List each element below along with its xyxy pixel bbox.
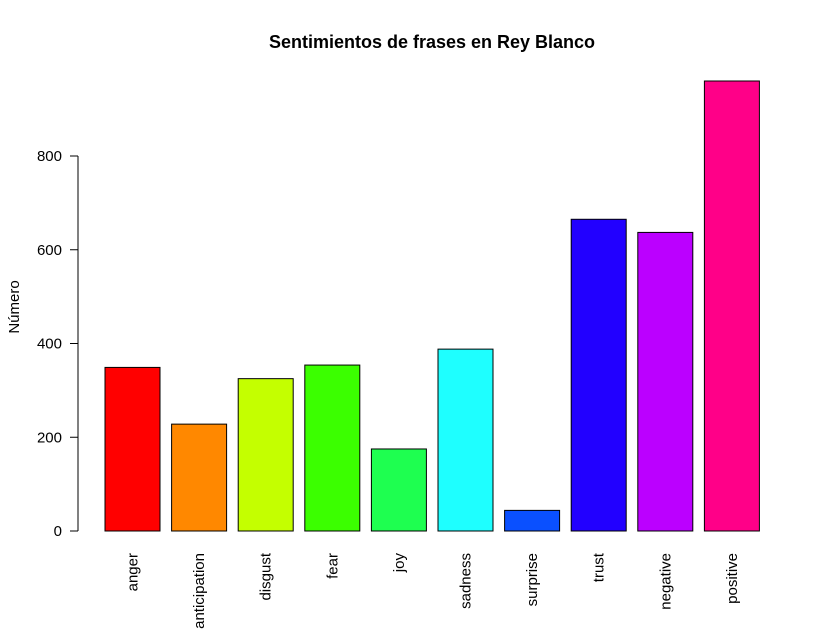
chart-title: Sentimientos de frases en Rey Blanco bbox=[269, 32, 595, 52]
x-category-label: surprise bbox=[524, 553, 541, 606]
x-category-label: joy bbox=[391, 553, 408, 574]
x-category-label: positive bbox=[724, 553, 741, 604]
x-category-label: anticipation bbox=[191, 553, 208, 629]
x-category-label: fear bbox=[324, 553, 341, 579]
x-category-label: disgust bbox=[258, 552, 275, 600]
bar-disgust bbox=[237, 378, 294, 532]
x-category-label: sadness bbox=[458, 553, 475, 609]
bar-sadness bbox=[437, 348, 494, 532]
bar-positive bbox=[703, 80, 760, 532]
x-labels-group: anger anticipation disgust fear joy sadness su… bbox=[125, 552, 741, 629]
x-category-label: negative bbox=[657, 553, 674, 610]
bars-group bbox=[104, 80, 760, 532]
bar-negative bbox=[637, 231, 694, 532]
x-category-label: trust bbox=[591, 552, 608, 582]
y-axis: 0 200 400 600 800 bbox=[37, 148, 79, 540]
bar-fear bbox=[304, 364, 361, 532]
y-tick-label: 800 bbox=[37, 148, 62, 165]
bar-surprise bbox=[504, 509, 561, 532]
bar-anticipation bbox=[171, 423, 228, 532]
y-axis-title: Número bbox=[6, 280, 23, 333]
y-tick-label: 600 bbox=[37, 242, 62, 259]
bar-anger bbox=[104, 366, 161, 532]
x-category-label: anger bbox=[125, 553, 142, 591]
bar-joy bbox=[370, 448, 427, 532]
bar-trust bbox=[570, 218, 627, 532]
y-tick-label: 200 bbox=[37, 429, 62, 446]
y-tick-label: 0 bbox=[54, 523, 62, 540]
y-tick-label: 400 bbox=[37, 336, 62, 353]
